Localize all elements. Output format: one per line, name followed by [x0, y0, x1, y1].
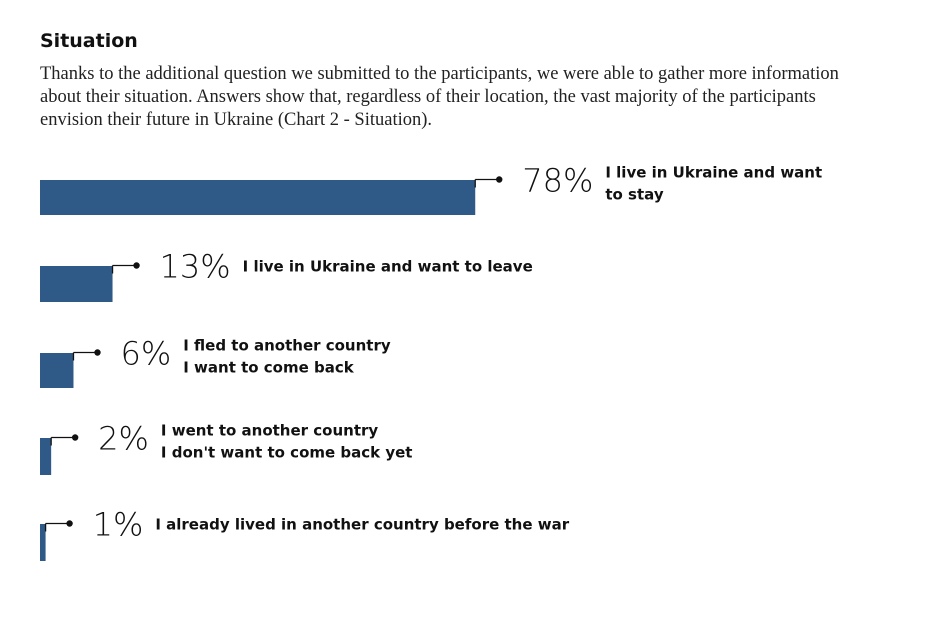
- value-label-5: 1%: [93, 506, 144, 544]
- leader-dot-3: [94, 349, 101, 356]
- category-label-5-line-1: I already lived in another country befor…: [155, 516, 569, 534]
- leader-dot-5: [66, 520, 73, 527]
- intro-paragraph: Thanks to the additional question we sub…: [40, 64, 839, 130]
- bar-4: [40, 438, 52, 475]
- value-label-3: 6%: [120, 335, 171, 373]
- category-label-3-line-2: I want to come back: [183, 359, 355, 377]
- bar-2: [40, 266, 113, 302]
- leader-dot-2: [133, 262, 140, 269]
- value-label-4: 2%: [98, 420, 149, 458]
- section-heading: Situation: [40, 30, 138, 52]
- category-label-1-line-1: I live in Ukraine and want: [605, 164, 822, 182]
- leader-dot-4: [71, 434, 79, 441]
- category-label-4-line-1: I went to another country: [161, 422, 378, 440]
- bar-3: [40, 353, 74, 388]
- category-label-1-line-2: to stay: [605, 186, 663, 204]
- category-label-4-line-2: I don't want to come back yet: [161, 444, 413, 462]
- bar-1: [40, 180, 476, 215]
- bar-5: [40, 524, 46, 561]
- category-label-3-line-1: I fled to another country: [183, 337, 391, 355]
- leader-dot-1: [496, 176, 503, 183]
- value-label-1: 78%: [522, 162, 593, 200]
- value-label-2: 13%: [160, 248, 231, 286]
- category-label-2-line-1: I live in Ukraine and want to leave: [243, 258, 533, 276]
